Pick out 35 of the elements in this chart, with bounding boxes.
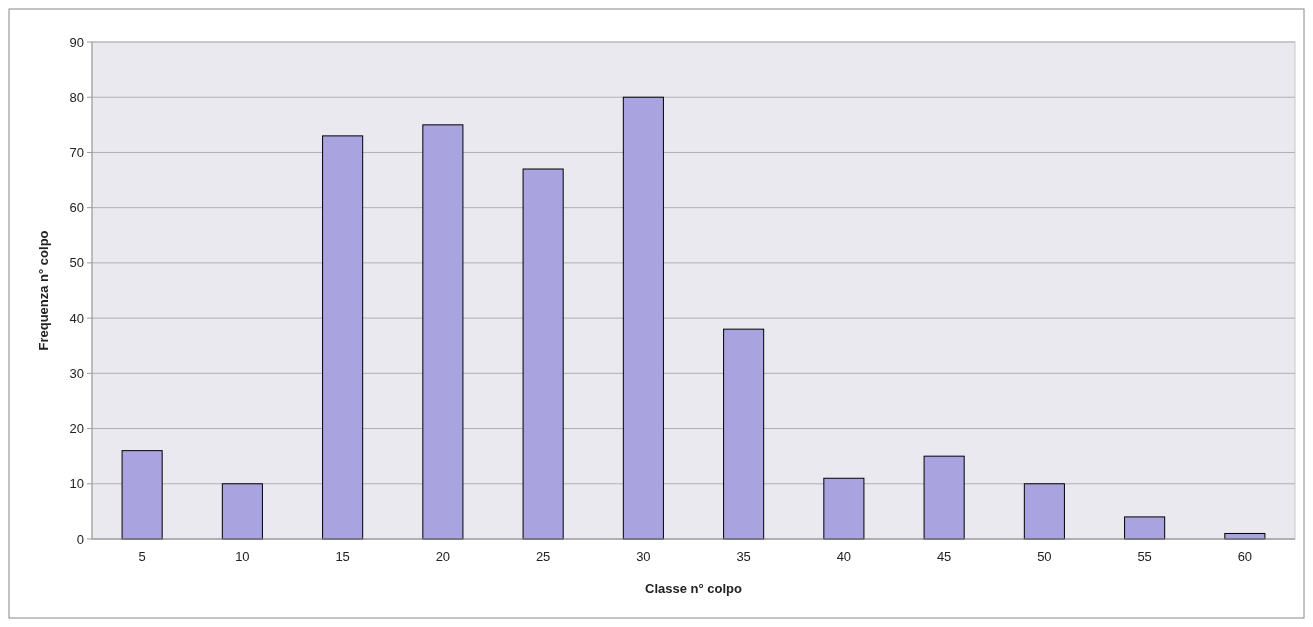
y-tick-label: 50 bbox=[69, 255, 84, 271]
x-axis-title: Classe n° colpo bbox=[645, 581, 743, 596]
bar bbox=[1023, 483, 1065, 540]
bar bbox=[322, 135, 364, 540]
bar bbox=[422, 124, 464, 540]
x-tick-label: 60 bbox=[1237, 549, 1253, 564]
bar bbox=[221, 483, 263, 540]
x-tick-label: 5 bbox=[138, 549, 146, 564]
bar bbox=[823, 477, 865, 540]
bar bbox=[121, 450, 163, 540]
x-tick-label: 10 bbox=[235, 549, 250, 564]
x-tick-label: 50 bbox=[1037, 549, 1052, 564]
y-tick-label: 0 bbox=[76, 531, 84, 547]
x-tick-label: 35 bbox=[736, 549, 751, 564]
x-tick-label: 15 bbox=[335, 549, 350, 564]
bar bbox=[522, 168, 564, 540]
bar bbox=[622, 96, 664, 540]
y-tick-label: 60 bbox=[69, 200, 84, 216]
x-tick-label: 30 bbox=[636, 549, 651, 564]
bar bbox=[723, 328, 765, 540]
y-tick-label: 30 bbox=[69, 365, 84, 381]
bar bbox=[1124, 516, 1166, 540]
y-tick-label: 10 bbox=[69, 476, 84, 492]
y-tick-label: 40 bbox=[69, 310, 84, 326]
x-tick-label: 40 bbox=[836, 549, 852, 564]
x-tick-label: 25 bbox=[535, 549, 551, 564]
y-tick-label: 70 bbox=[69, 144, 84, 160]
y-tick-label: 20 bbox=[69, 421, 84, 437]
y-tick-label: 90 bbox=[69, 34, 84, 50]
y-tick-label: 80 bbox=[69, 89, 84, 105]
y-axis-title: Frequenza n° colpo bbox=[36, 230, 51, 351]
x-tick-label: 20 bbox=[435, 549, 451, 564]
x-tick-label: 45 bbox=[936, 549, 952, 564]
x-tick-label: 55 bbox=[1137, 549, 1152, 564]
bar bbox=[923, 455, 965, 540]
